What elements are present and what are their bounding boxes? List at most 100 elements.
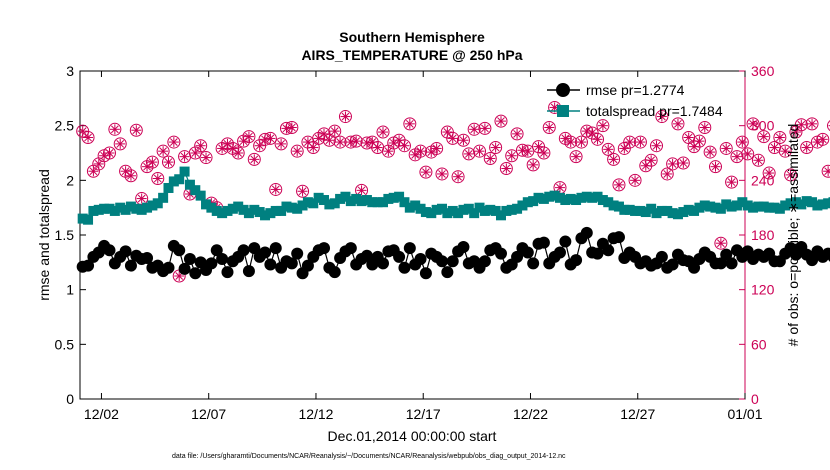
- totalspread-point: [463, 203, 474, 214]
- totalspread-point: [404, 202, 415, 213]
- totalspread-point: [823, 198, 830, 209]
- rmse-point: [301, 259, 314, 272]
- obs-count-point: [467, 122, 481, 136]
- totalspread-point: [672, 209, 683, 220]
- rmse-point: [173, 244, 186, 257]
- x-tick-label: 12/07: [191, 406, 226, 422]
- totalspread-point: [179, 166, 190, 177]
- totalspread-point: [313, 192, 324, 203]
- obs-count-point: [263, 131, 277, 145]
- totalspread-point: [174, 174, 185, 185]
- obs-count-point: [505, 149, 519, 163]
- obs-count-point: [537, 146, 551, 160]
- rmse-point: [553, 246, 566, 259]
- totalspread-point: [217, 208, 228, 219]
- obs-count-point: [730, 150, 744, 164]
- totalspread-point: [206, 202, 217, 213]
- obs-count-point: [414, 144, 428, 158]
- totalspread-point: [222, 205, 233, 216]
- totalspread-point: [635, 205, 646, 216]
- x-tick-label: 12/12: [298, 406, 333, 422]
- totalspread-point: [292, 203, 303, 214]
- legend-rmse-marker: [556, 83, 570, 97]
- totalspread-point: [538, 193, 549, 204]
- totalspread-point: [689, 205, 700, 216]
- rmse-point: [119, 245, 132, 258]
- rmse-point: [419, 267, 432, 280]
- y-right-tick-label: 300: [751, 118, 775, 134]
- x-tick-label: 12/02: [84, 406, 119, 422]
- obs-count-point: [719, 141, 733, 155]
- obs-count-point: [521, 144, 535, 158]
- rmse-point: [655, 250, 668, 263]
- obs-count-point: [199, 151, 213, 165]
- obs-count-point: [451, 170, 465, 184]
- rmse-point: [612, 231, 625, 244]
- rmse-point: [318, 242, 331, 255]
- totalspread-point: [142, 202, 153, 213]
- obs-count-point: [140, 160, 154, 174]
- totalspread-point: [77, 213, 88, 224]
- x-tick-label: 12/22: [513, 406, 548, 422]
- totalspread-point: [587, 192, 598, 203]
- obs-count-point: [381, 144, 395, 158]
- obs-count-point: [741, 147, 755, 161]
- obs-count-point: [816, 132, 830, 146]
- totalspread-point: [319, 195, 330, 206]
- obs-count-series: [76, 100, 830, 283]
- rmse-point: [393, 250, 406, 263]
- rmse-point: [414, 253, 427, 266]
- totalspread-point: [158, 192, 169, 203]
- obs-count-point: [124, 169, 138, 183]
- totalspread-point: [394, 191, 405, 202]
- totalspread-point: [571, 195, 582, 206]
- obs-count-point: [113, 137, 127, 151]
- obs-count-point: [757, 130, 771, 144]
- obs-count-point: [446, 131, 460, 145]
- obs-count-point: [794, 118, 808, 132]
- totalspread-point: [828, 197, 830, 208]
- totalspread-point: [410, 200, 421, 211]
- totalspread-point: [522, 197, 533, 208]
- totalspread-point: [415, 203, 426, 214]
- obs-count-point: [676, 156, 690, 170]
- rmse-point: [511, 250, 524, 263]
- totalspread-point: [184, 179, 195, 190]
- obs-count-point: [430, 141, 444, 155]
- totalspread-point: [603, 197, 614, 208]
- totalspread-point: [597, 195, 608, 206]
- obs-count-point: [322, 133, 336, 147]
- rmse-point: [521, 246, 534, 259]
- rmse-point: [360, 249, 373, 262]
- totalspread-point: [147, 200, 158, 211]
- y-left-tick-label: 3: [66, 63, 74, 79]
- obs-count-point: [397, 139, 411, 153]
- obs-count-point: [735, 135, 749, 149]
- obs-count-point: [800, 141, 814, 155]
- obs-count-point: [135, 192, 149, 206]
- obs-count-point: [108, 122, 122, 136]
- rmse-point: [403, 242, 416, 255]
- totalspread-point: [710, 202, 721, 213]
- obs-count-point: [725, 175, 739, 189]
- obs-count-point: [483, 151, 497, 165]
- obs-count-point: [628, 173, 642, 187]
- y-left-tick-label: 0.5: [55, 336, 75, 352]
- obs-count-point: [564, 135, 578, 149]
- rmse-point: [559, 235, 572, 248]
- legend-totalspread-label: totalspread pr=1.7484: [586, 103, 723, 119]
- totalspread-point: [254, 207, 265, 218]
- rmse-point: [242, 265, 255, 278]
- totalspread-point: [780, 200, 791, 211]
- obs-count-point: [526, 158, 540, 172]
- obs-count-point: [714, 236, 728, 250]
- rmse-point: [494, 247, 507, 260]
- totalspread-point: [533, 192, 544, 203]
- totalspread-point: [383, 193, 394, 204]
- totalspread-point: [195, 190, 206, 201]
- obs-count-point: [81, 131, 95, 145]
- obs-count-point: [574, 135, 588, 149]
- totalspread-point: [302, 197, 313, 208]
- obs-count-point: [746, 117, 760, 131]
